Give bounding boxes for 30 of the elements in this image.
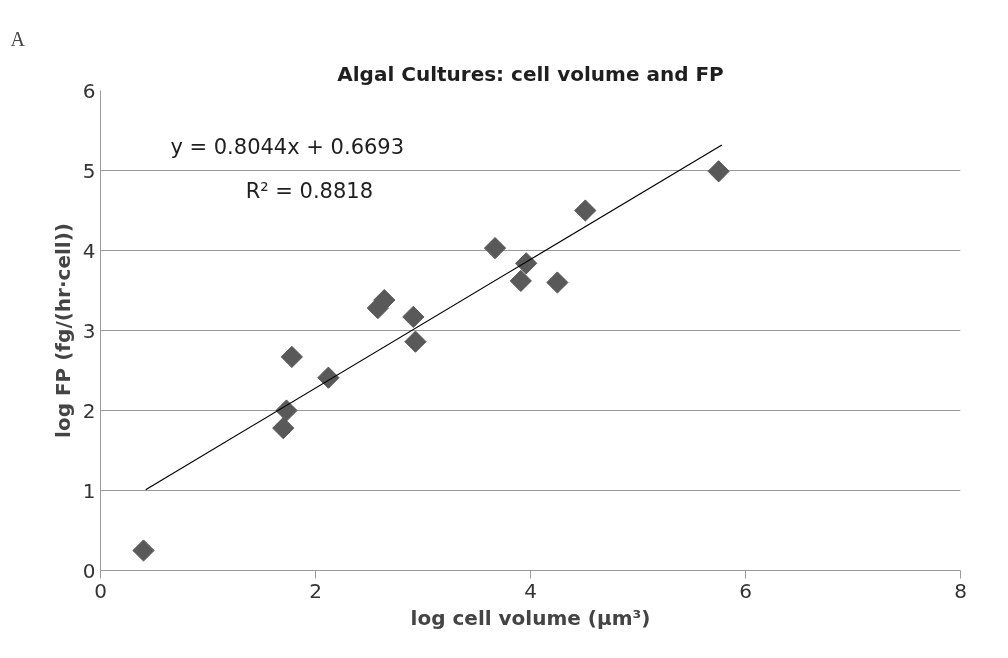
point	[515, 252, 538, 275]
point	[574, 199, 597, 222]
y-tick-label: 1	[82, 478, 96, 503]
x-axis-title: log cell volume (μm³)	[410, 605, 651, 630]
point	[132, 539, 155, 562]
annotation: y = 0.8044x + 0.6693	[170, 134, 405, 159]
point	[483, 236, 507, 260]
y-tick-label: 3	[82, 318, 96, 343]
y-tick-label: 2	[82, 398, 96, 423]
point	[275, 399, 298, 422]
point	[546, 271, 569, 294]
point	[402, 305, 425, 329]
y-tick-label: 6	[82, 78, 96, 103]
text: A	[10, 27, 26, 50]
point	[317, 366, 340, 389]
x-tick-label: 8	[954, 578, 967, 603]
chart-title: Algal Cultures: cell volume and FP	[337, 61, 724, 86]
x-tick-label: 6	[739, 578, 752, 603]
point	[509, 269, 532, 293]
point	[404, 330, 427, 353]
x-tick-label: 2	[309, 578, 322, 603]
y-axis-title: log FP (fg/(hr·cell))	[50, 223, 75, 438]
y-tick-label: 4	[82, 238, 96, 263]
point	[272, 416, 295, 440]
point	[280, 345, 303, 369]
point	[707, 160, 730, 183]
y-tick-label: 0	[82, 558, 96, 583]
annotation: R² = 0.8818	[245, 178, 374, 203]
x-tick-label: 4	[524, 578, 537, 603]
y-tick-label: 5	[82, 158, 96, 183]
